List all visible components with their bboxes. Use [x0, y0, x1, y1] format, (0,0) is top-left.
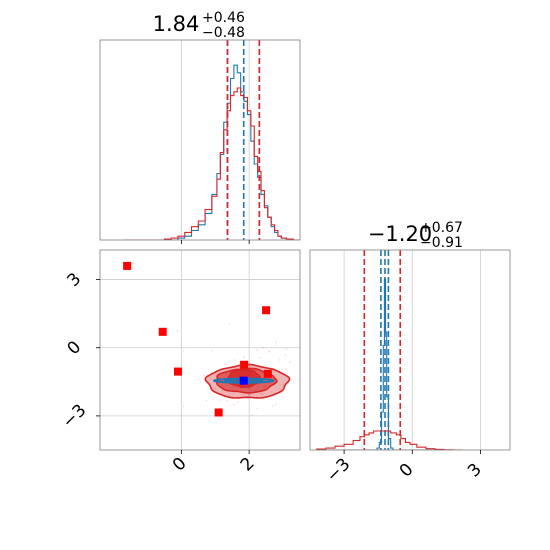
param2-tick-label-x-0: −3 — [323, 455, 355, 487]
sample-point-34 — [285, 348, 288, 351]
param1-hist-series-blue — [123, 64, 300, 240]
sample-point-38 — [233, 403, 235, 406]
red-marker-3 — [262, 306, 271, 315]
sample-point-93 — [262, 346, 264, 349]
sample-point-60 — [303, 397, 305, 399]
sample-point-109 — [247, 394, 250, 396]
param2-tick-label-x-1: 0 — [396, 460, 418, 482]
joint-tick-label-x-1: 2 — [237, 454, 259, 476]
sample-point-30 — [275, 341, 277, 344]
sample-point-82 — [279, 389, 281, 391]
sample-point-21 — [182, 350, 185, 353]
title-param1-minus: −0.48 — [202, 25, 245, 41]
sample-point-12 — [260, 393, 263, 395]
sample-point-58 — [268, 350, 271, 352]
frame-param1-marginal — [99, 39, 301, 241]
sample-point-69 — [203, 374, 205, 377]
sample-point-2 — [222, 389, 224, 392]
joint-tick-label-x-0: 0 — [169, 454, 191, 476]
joint-tick-label-y-0: 3 — [64, 269, 86, 291]
red-marker-0 — [123, 261, 132, 270]
sample-point-23 — [211, 349, 213, 352]
ticks-param1-marginal — [180, 240, 250, 244]
sample-point-43 — [267, 398, 270, 401]
sample-point-112 — [233, 359, 236, 361]
param2-tick-label-x-2: 3 — [464, 460, 486, 482]
sample-point-6 — [241, 394, 244, 396]
sample-point-20 — [263, 364, 265, 367]
sample-point-104 — [275, 344, 278, 347]
sample-point-63 — [284, 354, 287, 356]
marginal-panel-param1: 1.84 +0.46 −0.48 — [99, 10, 301, 244]
grid-param2-marginal — [343, 250, 481, 450]
sample-point-61 — [210, 378, 212, 380]
markers — [123, 261, 272, 417]
grid-joint — [100, 250, 300, 450]
sample-point-17 — [214, 387, 217, 389]
sample-point-66 — [205, 400, 208, 402]
sample-point-59 — [275, 403, 277, 406]
sample-point-65 — [249, 393, 252, 396]
sample-point-53 — [306, 342, 308, 344]
param2-hist-series-red — [316, 430, 463, 450]
red-marker-2 — [173, 367, 182, 376]
param1-hist-series-red — [123, 87, 300, 240]
joint-panel: 0 2 3 0 −3 — [59, 249, 309, 475]
blue-marker-0 — [239, 376, 248, 385]
red-marker-4 — [214, 408, 223, 417]
sample-point-96 — [307, 399, 309, 401]
sample-point-118 — [256, 349, 258, 352]
sample-point-5 — [251, 414, 254, 417]
histogram-param2 — [316, 250, 463, 450]
ticks-joint: 0 2 3 0 −3 — [59, 269, 259, 475]
sample-point-19 — [225, 399, 228, 402]
sample-point-54 — [278, 359, 281, 361]
sample-point-108 — [284, 368, 287, 371]
red-marker-1 — [158, 327, 167, 336]
sample-point-81 — [243, 356, 245, 358]
title-param2-minus: −0.91 — [420, 235, 463, 251]
ticks-param2-marginal: −3 0 3 — [323, 450, 486, 486]
sample-point-62 — [228, 323, 231, 326]
red-marker-5 — [240, 360, 249, 369]
sample-point-28 — [248, 361, 250, 363]
sample-point-113 — [238, 366, 241, 369]
sample-point-101 — [270, 391, 273, 393]
sample-point-105 — [219, 399, 221, 401]
sample-point-64 — [248, 366, 251, 369]
histogram-param1 — [123, 40, 300, 240]
joint-tick-label-y-2: −3 — [59, 400, 91, 432]
grid-param1-marginal — [180, 40, 250, 240]
title-param1: 1.84 — [153, 12, 200, 36]
sample-point-31 — [307, 388, 309, 390]
sample-point-78 — [259, 356, 262, 359]
sample-point-100 — [224, 363, 227, 366]
sample-point-111 — [282, 384, 284, 387]
marginal-panel-param2: −3 0 3 −1.20 +0.67 −0.91 — [309, 220, 511, 486]
sample-point-29 — [176, 330, 179, 332]
frame-param2-marginal — [309, 249, 511, 451]
sample-point-99 — [261, 393, 264, 396]
sample-point-52 — [268, 351, 271, 353]
sample-point-14 — [237, 401, 239, 403]
frame-joint — [99, 249, 301, 451]
sample-point-32 — [256, 407, 258, 410]
sample-point-7 — [258, 392, 261, 394]
sample-point-47 — [271, 405, 274, 408]
sample-point-75 — [244, 393, 246, 396]
sample-point-70 — [289, 361, 291, 364]
title-param1-value: 1.84 — [153, 12, 200, 36]
red-marker-6 — [263, 369, 272, 378]
sample-point-40 — [233, 391, 235, 394]
sample-point-86 — [182, 405, 185, 408]
title-param2-plus: +0.67 — [420, 220, 463, 236]
title-param1-plus: +0.46 — [202, 10, 245, 26]
joint-tick-label-y-1: 0 — [64, 337, 86, 359]
title-param2-value: −1.20 — [368, 222, 432, 246]
sample-point-15 — [197, 378, 199, 380]
